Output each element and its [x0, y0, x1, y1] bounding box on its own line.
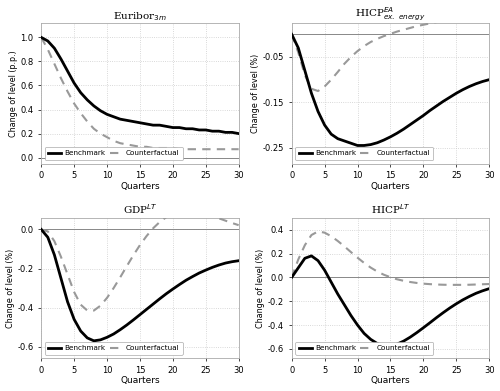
- Legend: Benchmark, Counterfactual: Benchmark, Counterfactual: [296, 147, 434, 160]
- Y-axis label: Change of level (%): Change of level (%): [251, 54, 260, 133]
- Y-axis label: Change of level (%): Change of level (%): [256, 248, 265, 328]
- Title: HICP$^{EA}_{ex.\ energy}$: HICP$^{EA}_{ex.\ energy}$: [355, 5, 426, 23]
- Title: HICP$^{LT}$: HICP$^{LT}$: [371, 202, 410, 215]
- Title: GDP$^{LT}$: GDP$^{LT}$: [122, 202, 158, 215]
- X-axis label: Quarters: Quarters: [370, 182, 410, 191]
- Legend: Benchmark, Counterfactual: Benchmark, Counterfactual: [296, 341, 434, 355]
- Y-axis label: Change of level (%): Change of level (%): [6, 248, 15, 328]
- X-axis label: Quarters: Quarters: [370, 377, 410, 386]
- Legend: Benchmark, Counterfactual: Benchmark, Counterfactual: [45, 341, 183, 355]
- Title: Euribor$_{3m}$: Euribor$_{3m}$: [113, 10, 166, 23]
- X-axis label: Quarters: Quarters: [120, 377, 160, 386]
- X-axis label: Quarters: Quarters: [120, 182, 160, 191]
- Y-axis label: Change of level (p.p.): Change of level (p.p.): [8, 50, 18, 137]
- Legend: Benchmark, Counterfactual: Benchmark, Counterfactual: [45, 147, 183, 160]
